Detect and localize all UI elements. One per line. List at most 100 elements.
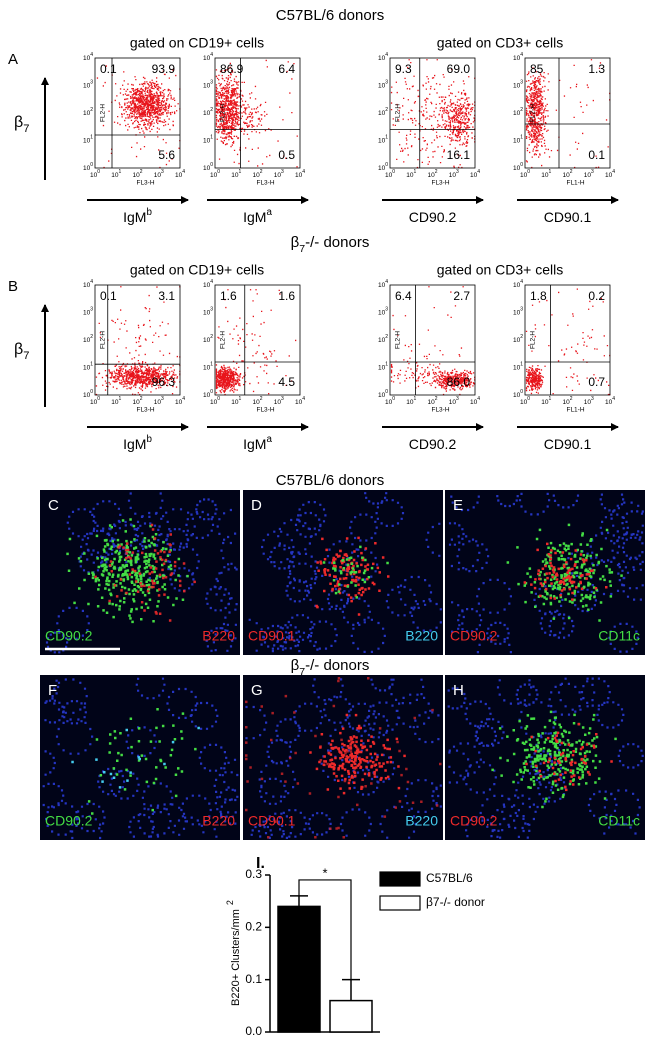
event-dots <box>390 59 476 169</box>
tick-base: 10 <box>154 172 162 179</box>
tick-base: 10 <box>520 399 528 406</box>
tick-exp: 1 <box>548 169 551 175</box>
tick-base: 10 <box>203 309 211 316</box>
panel-letter: G <box>251 682 263 699</box>
tick-base: 10 <box>605 172 613 179</box>
x-tick-label: 103 <box>274 396 284 405</box>
x-tick-label: 104 <box>295 169 305 178</box>
x-tick-label: 100 <box>385 396 395 405</box>
stain <box>322 545 389 599</box>
tick-base: 10 <box>406 399 414 406</box>
x-channel: FL1-H <box>566 180 584 187</box>
micrograph: G CD90.1 B220 <box>243 675 443 840</box>
panel-letter: A <box>8 51 18 68</box>
tick-base: 10 <box>513 392 521 399</box>
y-tick-label: 0.0 <box>245 1024 262 1038</box>
y-tick-label: 102 <box>203 334 213 343</box>
tick-base: 10 <box>83 110 91 117</box>
micrograph: E CD90.2 CD11c <box>445 490 645 655</box>
tick-base: 10 <box>385 172 393 179</box>
event-dots <box>215 289 297 396</box>
plot-frame <box>214 284 301 396</box>
y-tick-label: 103 <box>513 307 523 316</box>
quadrant-value: 6.4 <box>278 62 295 76</box>
tick-exp: 4 <box>520 52 523 58</box>
tick-base: 10 <box>385 399 393 406</box>
marker-label: CD90.2 <box>409 209 457 225</box>
x-tick-label: 104 <box>470 169 480 178</box>
nuclei <box>42 677 239 840</box>
tick-base: 10 <box>378 392 386 399</box>
x-tick-label: 104 <box>175 169 185 178</box>
row-title: C57BL/6 donors <box>276 472 384 489</box>
y-tick-label: 103 <box>203 307 213 316</box>
legend-swatch <box>379 871 421 887</box>
tick-exp: 3 <box>520 307 523 313</box>
x-tick-label: 104 <box>295 396 305 405</box>
tick-base: 10 <box>203 337 211 344</box>
quadrant-value: 9.3 <box>395 62 412 76</box>
x-tick-label: 102 <box>562 169 572 178</box>
x-tick-label: 100 <box>90 169 100 178</box>
flow-plot: 100100101101102102103103104104FL2-HFL3-H… <box>83 52 185 186</box>
row-title-part: β <box>291 657 300 674</box>
tick-base: 10 <box>295 172 303 179</box>
y-tick-label: 101 <box>513 135 523 144</box>
row-title-part: -/- donors <box>305 657 369 674</box>
stain-label: CD11c <box>598 813 640 829</box>
tick-exp: 2 <box>570 169 573 175</box>
marker-label: CD90.2 <box>409 436 457 452</box>
y-tick-label: 100 <box>513 389 523 398</box>
significance-bracket <box>298 879 352 980</box>
y-channel: FL2-H <box>530 104 537 122</box>
row-title-part: C57BL/6 donors <box>276 7 384 24</box>
x-tick-label: 100 <box>210 396 220 405</box>
tick-exp: 0 <box>97 396 100 402</box>
plot-frame <box>94 57 181 169</box>
y-tick-label: 101 <box>203 362 213 371</box>
tick-exp: 2 <box>385 107 388 113</box>
quadrant-value: 1.3 <box>588 62 605 76</box>
tick-base: 10 <box>231 172 239 179</box>
plot-frame <box>389 284 476 396</box>
tick-base: 10 <box>427 172 435 179</box>
x-tick-label: 100 <box>210 169 220 178</box>
tick-base: 10 <box>203 392 211 399</box>
y-tick-label: 104 <box>378 52 388 61</box>
tick-exp: 3 <box>210 307 213 313</box>
y-tick-label: 103 <box>378 80 388 89</box>
x-tick-label: 101 <box>541 169 551 178</box>
panel-letter: I. <box>256 855 265 872</box>
tick-base: 10 <box>378 165 386 172</box>
y-tick-label: 104 <box>378 279 388 288</box>
tick-base: 10 <box>520 172 528 179</box>
tick-base: 10 <box>513 309 521 316</box>
stain-label: B220 <box>405 813 438 829</box>
tick-base: 10 <box>513 165 521 172</box>
tick-exp: 0 <box>97 169 100 175</box>
x-tick-label: 103 <box>449 396 459 405</box>
y-tick-label: 100 <box>83 389 93 398</box>
panel-letter: F <box>48 682 57 699</box>
tick-base: 10 <box>203 55 211 62</box>
tick-exp: 4 <box>182 169 185 175</box>
tick-base: 10 <box>83 364 91 371</box>
row-title-part: β <box>291 234 300 251</box>
x-tick-label: 102 <box>562 396 572 405</box>
tick-exp: 1 <box>210 135 213 141</box>
tick-base: 10 <box>210 399 218 406</box>
row-title-part: 7 <box>299 243 305 255</box>
stain <box>94 523 196 622</box>
stain-label: CD90.2 <box>45 813 93 829</box>
tick-base: 10 <box>378 364 386 371</box>
marker-label-part: CD90.2 <box>409 209 457 225</box>
marker-label-part: IgM <box>243 436 266 452</box>
y-channel: FL2-H <box>395 104 402 122</box>
tick-base: 10 <box>378 55 386 62</box>
x-channel: FL3-H <box>136 180 154 187</box>
marker-label-part: CD90.1 <box>544 209 592 225</box>
y-channel: FL2-H <box>100 331 107 349</box>
significance-star: * <box>322 865 327 880</box>
flow-plot: 100100101101102102103103104104FL2-HFL3-H… <box>378 279 480 413</box>
tick-base: 10 <box>175 399 183 406</box>
